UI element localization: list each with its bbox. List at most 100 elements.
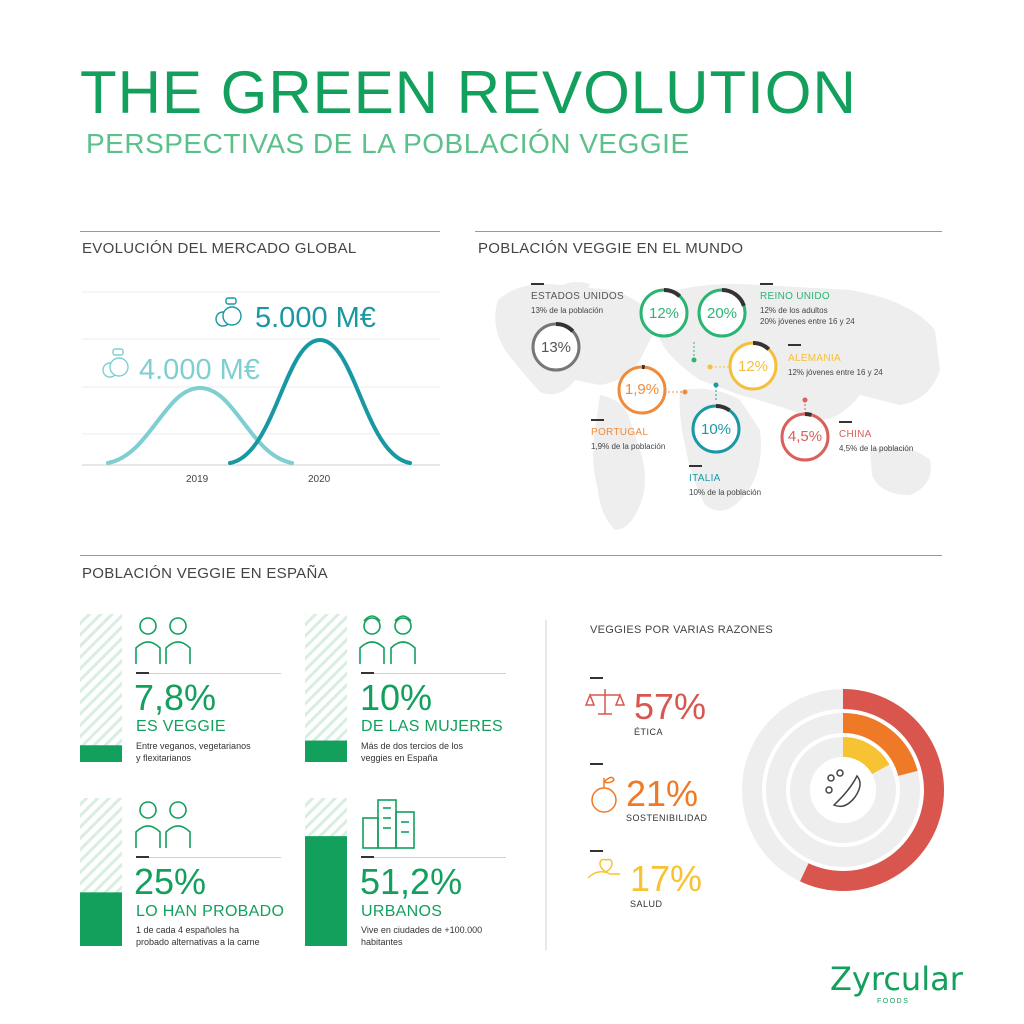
x-tick-2019: 2019: [186, 474, 209, 485]
ring-china-arc: [804, 411, 812, 417]
country-italy-name: ITALIA: [689, 473, 721, 484]
world-dots: [682, 357, 808, 403]
spain-fills: [80, 740, 347, 946]
stat-veggie-desc-2: y flexitarianos: [136, 753, 192, 763]
reason-sustainability-name: SOSTENIBILIDAD: [626, 813, 708, 823]
country-germany-desc: 12% jóvenes entre 16 y 24: [788, 368, 883, 377]
ring-usa-arc: [555, 322, 575, 333]
country-uk-desc-2: 20% jóvenes entre 16 y 24: [760, 317, 855, 326]
stat-women-pct: 10%: [360, 677, 433, 718]
ring-label-uk-adults: 12%: [648, 305, 680, 322]
country-china-desc: 4,5% de la población: [839, 444, 914, 453]
stat-women-desc-1: Más de dos tercios de los: [361, 741, 464, 751]
ring-label-uk-youth: 20%: [706, 305, 738, 322]
spain-bar-fill-2: [80, 892, 122, 946]
curve-2020: [228, 337, 412, 465]
stat-rule: [136, 857, 281, 858]
stat-veggie-pct: 7,8%: [134, 677, 217, 718]
dash-marker: [531, 283, 544, 285]
ring-germany-arc: [752, 341, 771, 351]
country-uk-name: REINO UNIDO: [760, 291, 830, 302]
reason-arc-0: [800, 689, 944, 891]
money-bag-icon: [215, 297, 242, 327]
stat-women-label: DE LAS MUJERES: [361, 718, 504, 735]
dash-marker: [361, 672, 374, 674]
stat-tried-desc-2: probado alternativas a la carne: [136, 937, 260, 947]
market-value-2019: 4.000 M€: [139, 354, 260, 386]
stat-tried-pct: 25%: [134, 861, 207, 902]
stat-veggie-label: ES VEGGIE: [136, 718, 226, 735]
stat-urban-label: URBANOS: [361, 903, 443, 920]
reason-health-pct: 17%: [630, 858, 703, 899]
ring-uk-youth-arc: [721, 288, 746, 307]
dash-marker: [590, 850, 603, 852]
stat-rule: [361, 857, 506, 858]
market-value-2020: 5.000 M€: [255, 302, 376, 334]
stat-urban-desc-2: habitantes: [361, 937, 403, 947]
stat-tried-label: LO HAN PROBADO: [136, 903, 285, 920]
stat-urban-pct: 51,2%: [360, 861, 463, 902]
page-title: THE GREEN REVOLUTION: [80, 59, 857, 126]
market-section-title: EVOLUCIÓN DEL MERCADO GLOBAL: [82, 240, 357, 257]
stat-tried-desc-1: 1 de cada 4 españoles ha: [136, 925, 240, 935]
dash-marker: [590, 763, 603, 765]
reason-health-name: SALUD: [630, 899, 663, 909]
spain-bar-fill-1: [305, 740, 347, 762]
scales-icon: [584, 689, 626, 715]
reason-ethics-name: ÉTICA: [634, 727, 664, 737]
bar-bg: [305, 614, 347, 762]
dash-marker: [760, 283, 773, 285]
globe-plant-icon: [591, 776, 617, 813]
section-rule: [80, 555, 942, 556]
stat-rule: [136, 673, 281, 674]
reason-arc-2: [842, 737, 890, 775]
dash-marker: [788, 344, 801, 346]
world-connectors: [668, 342, 806, 413]
spain-bar-fill-3: [305, 836, 347, 946]
ring-label-germany: 12%: [737, 358, 769, 375]
country-usa-desc: 13% de la población: [531, 306, 604, 315]
dash-marker: [839, 421, 852, 423]
country-uk-desc-1: 12% de los adultos: [760, 306, 828, 315]
stat-rule: [361, 673, 506, 674]
stat-urban-desc-1: Vive en ciudades de +100.000: [361, 925, 483, 935]
dash-marker: [136, 856, 149, 858]
dash-marker: [689, 465, 702, 467]
country-rings: [531, 288, 830, 462]
dash-marker: [361, 856, 374, 858]
country-china-name: CHINA: [839, 429, 872, 440]
ring-label-italy: 10%: [700, 421, 732, 438]
brand-logo: Zyrcular: [830, 960, 963, 998]
x-tick-2020: 2020: [308, 474, 331, 485]
curve-2019: [106, 385, 294, 465]
page-subtitle: PERSPECTIVAS DE LA POBLACIÓN VEGGIE: [86, 128, 690, 159]
reason-sustainability-pct: 21%: [626, 773, 699, 814]
buildings-icon: [362, 799, 415, 849]
country-germany-name: ALEMANIA: [788, 353, 841, 364]
soy-icon: [825, 769, 861, 808]
ring-label-usa: 13%: [540, 339, 572, 356]
reasons-section-title: VEGGIES POR VARIAS RAZONES: [590, 624, 774, 636]
stat-women-desc-2: veggies en España: [361, 753, 438, 763]
couple-icon: [135, 801, 191, 848]
section-rule: [475, 231, 942, 232]
ring-label-portugal: 1,9%: [624, 381, 660, 398]
dash-marker: [590, 677, 603, 679]
dash-marker: [136, 672, 149, 674]
country-usa-name: ESTADOS UNIDOS: [531, 291, 624, 302]
reason-arc-1: [842, 713, 918, 777]
bar-bg: [80, 614, 122, 762]
ring-italy-arc: [715, 404, 731, 413]
stat-veggie-desc-1: Entre veganos, vegetarianos: [136, 741, 251, 751]
reason-ethics-pct: 57%: [634, 686, 707, 727]
brand-sub: FOODS: [877, 998, 910, 1005]
world-section-title: POBLACIÓN VEGGIE EN EL MUNDO: [478, 240, 744, 257]
spain-bar-fill-0: [80, 745, 122, 762]
ring-uk-adults-arc: [663, 288, 682, 298]
spain-section-title: POBLACIÓN VEGGIE EN ESPAÑA: [82, 565, 328, 582]
dash-marker: [591, 419, 604, 421]
country-portugal-desc: 1,9% de la población: [591, 442, 666, 451]
section-rule: [80, 231, 440, 232]
country-italy-desc: 10% de la población: [689, 488, 762, 497]
